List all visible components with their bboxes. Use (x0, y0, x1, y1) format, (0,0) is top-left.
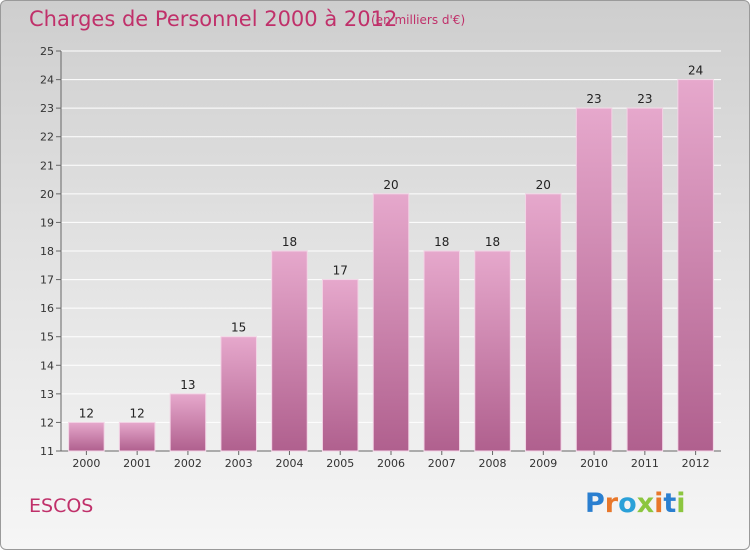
x-tick-label: 2002 (174, 457, 202, 470)
y-tick-label: 23 (40, 102, 54, 115)
logo-letter: P (585, 488, 605, 519)
logo-letter: x (636, 488, 655, 519)
bar-value-label: 18 (434, 235, 449, 249)
proxiti-logo: Proxiti (585, 488, 686, 519)
y-tick-label: 11 (40, 445, 54, 458)
y-tick-label: 15 (40, 331, 54, 344)
chart-unit: (en milliers d'€) (371, 13, 466, 27)
bar (474, 250, 511, 452)
bar (220, 336, 257, 452)
x-tick-label: 2001 (123, 457, 151, 470)
bar (626, 107, 664, 452)
y-tick-label: 14 (40, 359, 54, 372)
bar-value-label: 13 (180, 378, 195, 392)
y-tick-label: 13 (40, 388, 54, 401)
logo-letter: t (663, 488, 677, 519)
bar-value-label: 18 (485, 235, 500, 249)
y-tick-label: 12 (40, 416, 54, 429)
bar (321, 279, 359, 452)
bar-value-label: 23 (586, 92, 601, 106)
bar (575, 107, 613, 452)
y-tick-label: 24 (40, 74, 54, 87)
bar-value-label: 17 (333, 264, 348, 278)
y-tick-label: 25 (40, 45, 54, 58)
bar-value-label: 24 (688, 64, 703, 78)
x-tick-label: 2008 (479, 457, 507, 470)
bar-value-label: 20 (383, 178, 398, 192)
bar (271, 250, 308, 452)
bar (677, 79, 714, 452)
y-tick-label: 19 (40, 216, 54, 229)
x-tick-label: 2004 (275, 457, 303, 470)
logo-letter: o (618, 488, 637, 519)
logo-letter: i (654, 488, 664, 519)
x-tick-label: 2009 (529, 457, 557, 470)
x-tick-label: 2011 (631, 457, 659, 470)
bar (423, 250, 461, 452)
x-tick-label: 2006 (377, 457, 405, 470)
y-tick-label: 20 (40, 188, 54, 201)
bar (68, 421, 105, 452)
x-tick-label: 2005 (326, 457, 354, 470)
y-tick-label: 16 (40, 302, 54, 315)
bar-value-label: 12 (79, 406, 94, 420)
chart-title: Charges de Personnel 2000 à 2012 (29, 7, 398, 31)
logo-letter: r (604, 488, 619, 519)
x-tick-label: 2007 (428, 457, 456, 470)
bar-value-label: 18 (282, 235, 297, 249)
x-tick-label: 2012 (682, 457, 710, 470)
bar-value-label: 20 (536, 178, 551, 192)
y-tick-label: 18 (40, 245, 54, 258)
y-tick-label: 22 (40, 131, 54, 144)
bar-value-label: 12 (130, 406, 145, 420)
x-tick-label: 2003 (225, 457, 253, 470)
y-tick-label: 21 (40, 159, 54, 172)
logo-letter: i (676, 488, 686, 519)
bar (525, 193, 562, 452)
bar (169, 393, 207, 452)
x-tick-label: 2010 (580, 457, 608, 470)
bar (118, 421, 156, 452)
bar-value-label: 15 (231, 321, 246, 335)
y-tick-label: 17 (40, 274, 54, 287)
place-name: ESCOS (29, 495, 94, 517)
bar (372, 193, 410, 452)
x-tick-label: 2000 (72, 457, 100, 470)
bar-value-label: 23 (637, 92, 652, 106)
